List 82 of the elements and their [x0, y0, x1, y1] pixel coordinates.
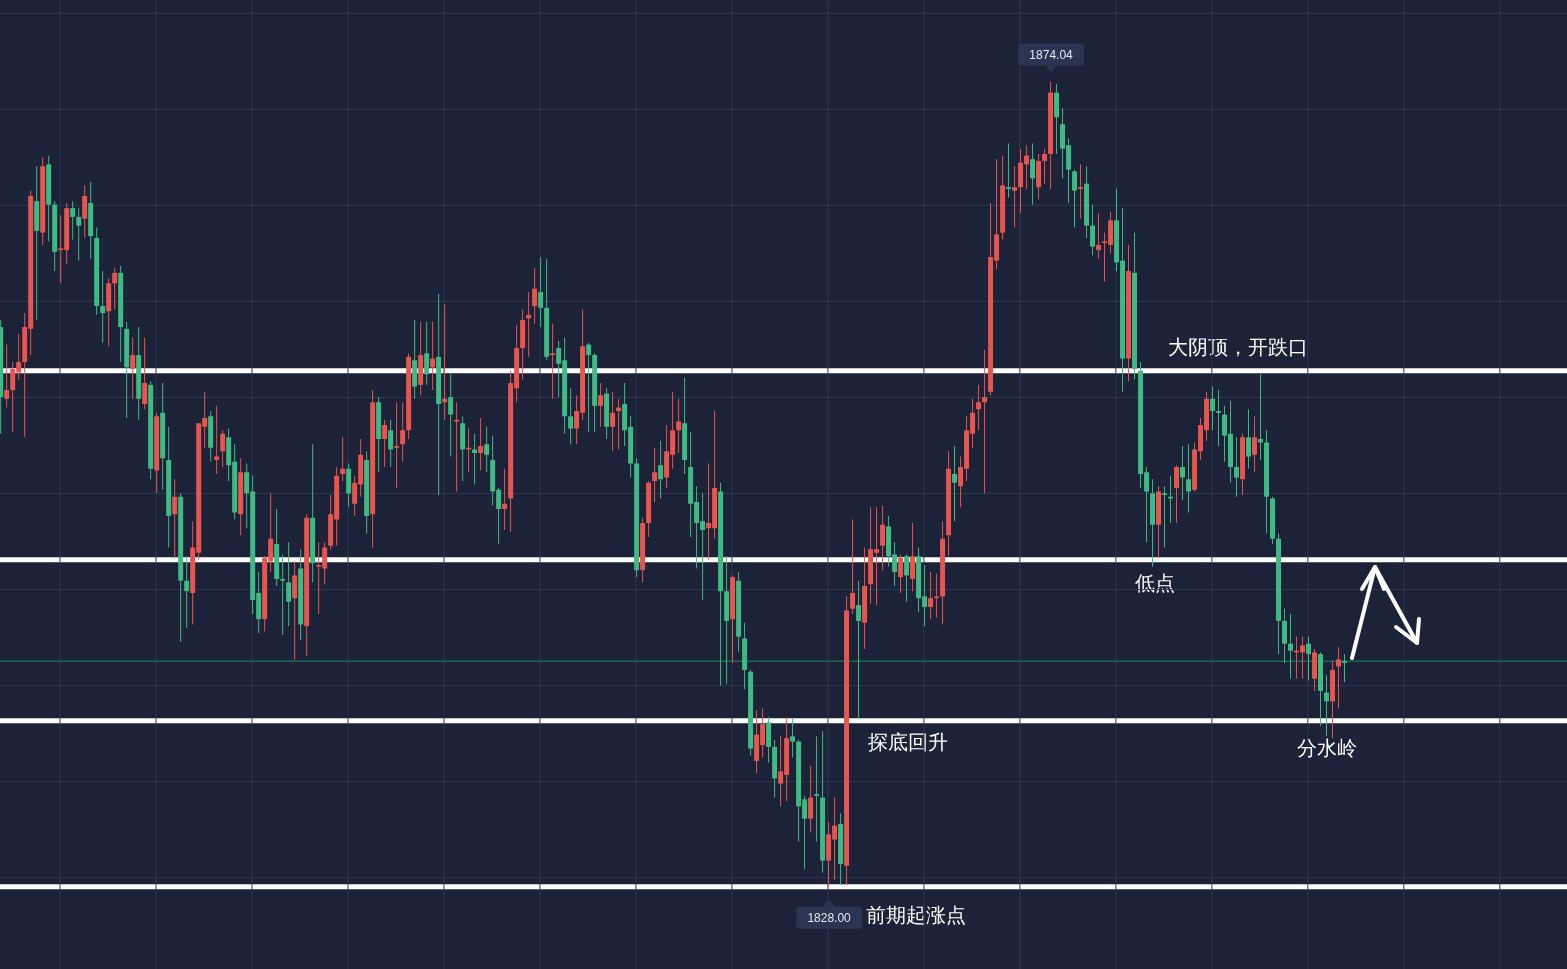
candlestick	[1282, 608, 1288, 664]
candlestick	[676, 398, 682, 454]
candlestick	[280, 553, 286, 636]
candlestick	[382, 419, 388, 468]
candlestick	[1258, 373, 1264, 461]
candlestick	[4, 344, 10, 409]
ref-line-label: 前期起涨点	[866, 902, 966, 927]
candlestick	[130, 337, 136, 400]
candlestick	[652, 447, 658, 503]
candlestick	[910, 522, 916, 592]
candlestick	[814, 735, 820, 842]
candlestick	[454, 401, 460, 492]
candlestick	[82, 184, 88, 239]
candlestick	[790, 718, 796, 758]
candlestick	[70, 200, 76, 241]
candlestick	[484, 426, 490, 473]
candlestick	[1186, 443, 1192, 513]
candlestick	[898, 553, 904, 594]
candlestick	[538, 256, 544, 328]
candlestick	[172, 478, 178, 559]
candlestick	[400, 401, 406, 463]
candlestick	[394, 401, 400, 489]
candlestick	[1306, 636, 1312, 681]
candlestick	[100, 270, 106, 344]
annotation: 1828.00	[807, 910, 852, 925]
candlestick	[532, 267, 538, 325]
ref-line-label: 低点	[1135, 570, 1175, 595]
candlestick	[586, 342, 592, 433]
candlestick	[1162, 485, 1168, 548]
candlestick	[658, 440, 664, 499]
candlestick	[502, 468, 508, 531]
candlestick	[1246, 408, 1252, 470]
candlestick	[1012, 165, 1018, 228]
candlestick	[424, 321, 430, 386]
candlestick	[1090, 204, 1096, 256]
annotation: 1874.04	[1029, 47, 1074, 62]
candlestick	[76, 207, 82, 262]
candlestick	[1252, 415, 1258, 473]
candlestick	[550, 323, 556, 400]
candlestick	[1042, 148, 1048, 185]
candlestick	[478, 417, 484, 472]
candlestick	[430, 321, 436, 391]
ref-line-label: 探底回升	[868, 729, 948, 754]
candlestick	[1234, 436, 1240, 498]
candlestick	[292, 560, 298, 660]
candlestick	[1342, 653, 1348, 683]
candlestick	[934, 573, 940, 618]
ref-line-label: 大阴顶，开跌口	[1168, 334, 1308, 359]
candlestick	[448, 373, 454, 458]
candlestick	[220, 429, 226, 468]
candlestick	[1096, 212, 1102, 260]
candlestick	[1078, 163, 1084, 220]
candlestick	[982, 349, 988, 494]
candlestick	[1210, 386, 1216, 431]
candlestick	[1216, 389, 1222, 447]
candlestick	[1288, 613, 1294, 680]
candlestick	[928, 571, 934, 620]
candlestick	[1006, 142, 1012, 199]
candlestick	[1174, 464, 1180, 524]
candlestick	[184, 555, 190, 629]
annotation: 分水岭	[1297, 735, 1357, 762]
candlestick	[880, 504, 886, 571]
candlestick	[568, 387, 574, 445]
candlestick	[856, 580, 862, 720]
candlestick	[808, 765, 814, 834]
candlestick	[466, 428, 472, 473]
candlestick	[388, 419, 394, 468]
candlestick	[610, 391, 616, 452]
candlestick	[850, 518, 856, 615]
candlestick	[1324, 674, 1330, 737]
candlestick	[976, 384, 982, 431]
candlestick	[1336, 646, 1342, 709]
candlestick	[1030, 142, 1036, 206]
candlestick	[1180, 445, 1186, 501]
candlestick	[340, 436, 346, 482]
candlestick	[952, 445, 958, 522]
candlestick	[598, 382, 604, 428]
candlestick	[286, 541, 292, 627]
candlestick	[1072, 169, 1078, 228]
candlestick	[142, 337, 148, 410]
candlestick	[112, 267, 118, 311]
candlestick	[904, 553, 910, 603]
